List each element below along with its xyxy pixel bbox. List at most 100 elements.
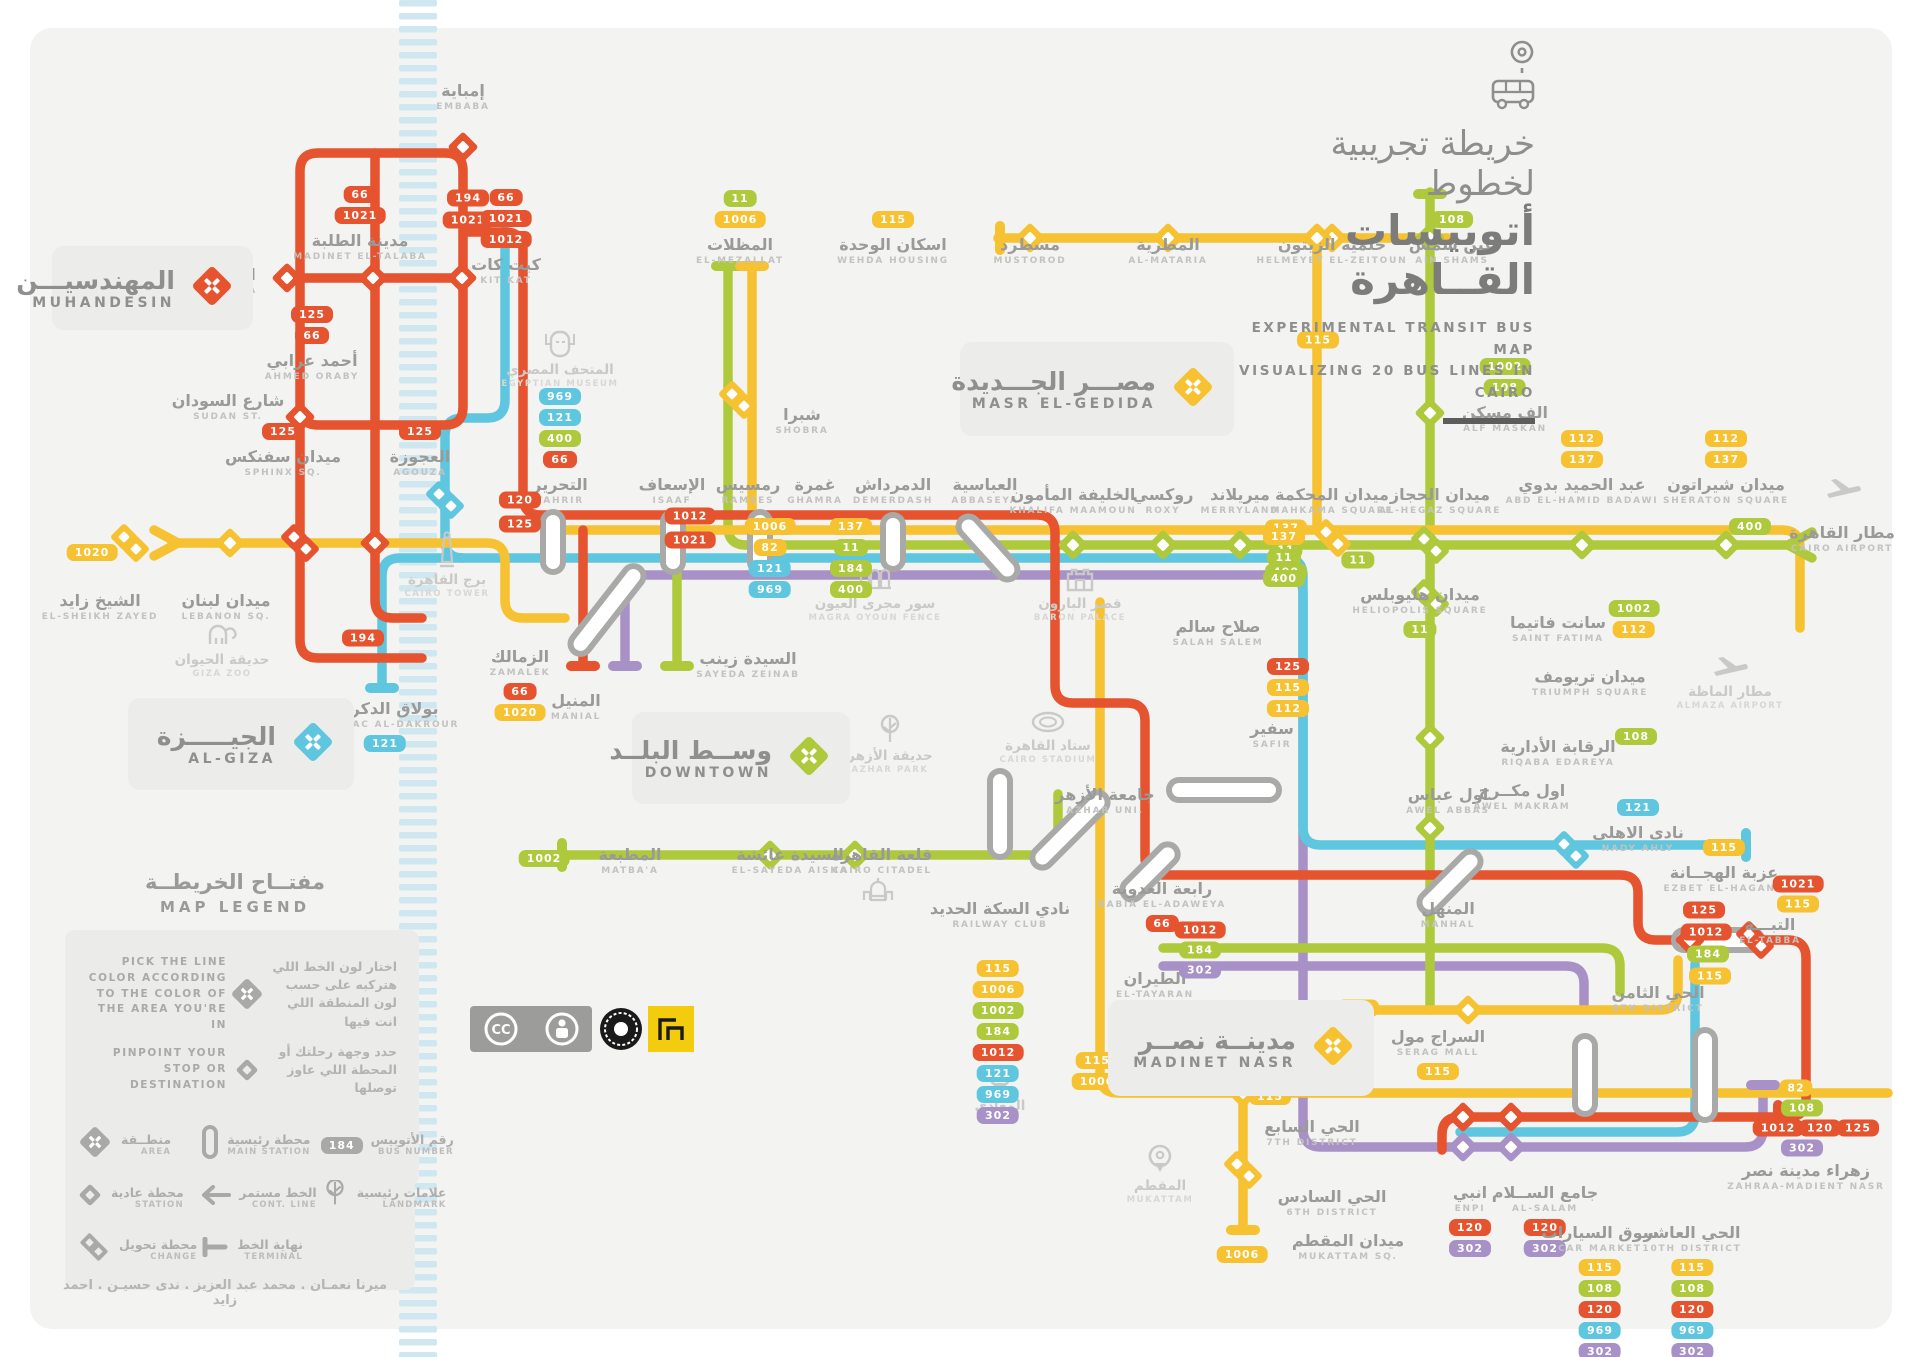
landmark-name-arabic: برج القاهرة [407, 572, 487, 588]
station-label: عين شمس AIN SHAMS [1409, 235, 1496, 266]
station-name-english: MANHAL [1420, 920, 1476, 931]
station-name-arabic: اول عباس [1407, 785, 1489, 804]
station-badges: 400 [1729, 518, 1771, 535]
main-station-capsule-12 [1572, 1033, 1598, 1117]
landmark-name-english: EGYPTIAN MUSEUM [501, 379, 619, 389]
legend-main-icon [201, 1124, 219, 1164]
route-badge-1012: 1012 [1174, 921, 1226, 939]
station-label: كيت كات KIT KAT [471, 255, 541, 286]
legend-instruction-arabic: حدد وجهة رحلتك أو المحطة اللي عاوز توصله… [278, 1043, 397, 1095]
station-name-arabic: جامع الســلام [1491, 1183, 1599, 1202]
route-badge-11: 11 [1341, 551, 1375, 569]
station-name-arabic: مطار القاهرة [1789, 523, 1895, 542]
area-name-english: MUHANDESIN [32, 294, 175, 311]
station-name-english: ALF MASKAN [1463, 424, 1547, 435]
route-badge-121: 121 [749, 560, 791, 577]
landmark-name-english: CAIRO STADIUM [999, 755, 1097, 765]
station-label: الرقابة الأدارية RIQABA EDAREYA [1500, 737, 1615, 768]
station-diamond [358, 263, 388, 293]
legend-tree-icon [321, 1178, 349, 1214]
station-name-arabic: رمسيس [715, 475, 781, 494]
title-english-line1: EXPERIMENTAL TRANSIT BUS MAP [1251, 320, 1535, 358]
station-label: أحمد عرابي AHMED ORABY [264, 351, 360, 383]
main-station-capsule-0 [540, 509, 566, 575]
landmark-name-arabic: مطار الماظة [1688, 684, 1772, 700]
station-label: العباسية ABBASEYA [951, 475, 1018, 506]
route-badge-108: 108 [1484, 379, 1526, 396]
station-label: زهراء مدينة نصر ZAHRAA-MADIENT NASR [1727, 1161, 1884, 1192]
terminal-marker [735, 261, 769, 271]
bus-line-purple-1 [1158, 961, 1589, 1013]
legend-badge-icon: 184 [320, 1134, 363, 1154]
station-name-english: AGOUZA [393, 468, 447, 479]
station-badges: 66 [1098, 915, 1226, 933]
station-name-arabic: سانت فاتيما [1509, 613, 1607, 632]
station-diamond [215, 528, 245, 558]
station-diamond [1448, 1102, 1478, 1132]
change-station [426, 481, 464, 519]
area-label-text: المهندسيـــن MUHANDESIN [16, 266, 175, 311]
bus-line-red-3 [295, 420, 427, 663]
legend-symbol-english: TERMINAL [244, 1251, 303, 1262]
station-name-arabic: سوق السيارات [1541, 1223, 1659, 1242]
station-label: مطار القاهرة CAIRO AIRPORT [1789, 523, 1895, 554]
main-station-capsule-13 [1692, 1027, 1718, 1123]
station-name-english: TRIUMPH SQUARE [1531, 688, 1649, 699]
title-underline [1443, 418, 1535, 425]
route-badge-1021: 1021 [664, 531, 716, 549]
station-badges: 108 [1431, 211, 1473, 228]
main-station-capsule-5 [567, 563, 647, 657]
station-label: الحي السابع 7TH DISTRICT [1264, 1117, 1360, 1148]
plane-icon [1827, 479, 1861, 498]
route-badge-1012: 1012 [1680, 923, 1732, 941]
station-label: رابعة العدوية RABIA EL-ADAWEYA 66 [1098, 879, 1226, 933]
route-badge-184: 184 [1179, 941, 1221, 959]
route-badge-400: 400 [1729, 518, 1771, 535]
area-name-arabic: وســط البلــد [609, 735, 772, 765]
legend-heading: مفتــاح الخريطــة MAP LEGEND [95, 870, 375, 916]
station-diamond [447, 263, 477, 293]
landmark-label: حديقة الحيوان GIZA ZOO [175, 652, 270, 679]
station-name-arabic: المطبعة [598, 845, 662, 864]
station-diamond [1058, 530, 1088, 560]
route-badge-125: 125 [499, 515, 541, 533]
station-badges: 66 1020 [490, 683, 551, 722]
station-label: ميدان سفنكس SPHINX SQ. [225, 447, 341, 478]
cairo-tower-icon [440, 531, 454, 568]
station-name-english: AL-SALAM [1512, 1204, 1578, 1215]
route-badge-120: 120 [1671, 1301, 1713, 1319]
station-name-english: EL-MEZALLAT [696, 256, 784, 267]
main-station-capsule-8 [1166, 777, 1282, 803]
station-label: الشيخ زايد EL-SHEIKH ZAYED [42, 591, 159, 622]
station-name-english: MATBA'A [601, 866, 659, 877]
station-name-english: AHMED ORABY [264, 372, 360, 383]
station-label: سانت فاتيما SAINT FATIMA [1509, 613, 1607, 644]
station-name-arabic: ميدان المحكمة [1275, 485, 1389, 504]
station-diamond [1567, 530, 1597, 560]
station-badges: 121 [311, 735, 460, 753]
legend-symbol-arabic: محطة عادية [111, 1184, 184, 1200]
route-badge-1021: 1021 [334, 207, 386, 224]
station-name-english: EZBET EL-HAGANA [1663, 884, 1785, 895]
station-name-arabic: عبد الحميد بدوي [1518, 475, 1646, 494]
station-badges: 66 1021 [334, 186, 386, 224]
station-name-english: AWEL MAKRAM [1473, 802, 1571, 813]
terminal-marker [1413, 189, 1447, 199]
station-name-arabic: إمباية [441, 81, 485, 100]
legend-terminal-icon [201, 1236, 229, 1261]
route-badge-125: 125 [399, 423, 441, 440]
station-diamond [840, 840, 870, 870]
change-station [1551, 831, 1589, 869]
legend-instruction-english: PINPOINT YOUR STOP OR DESTINATION [112, 1047, 227, 1091]
landmark-name-arabic: قصر البارون [1038, 596, 1122, 612]
station-name-arabic: الزمالك [490, 647, 550, 666]
station-label: الدمرداش DEMERDASH [853, 475, 933, 506]
station-badges: 1002 108 [1479, 358, 1531, 396]
cc-icon: CC [484, 1012, 517, 1046]
terminal-marker [365, 683, 399, 693]
landmark-name-english: GIZA ZOO [192, 669, 252, 679]
station-label: إمباية EMBABA [436, 81, 490, 112]
station-name-arabic: ميدان لبنان [181, 591, 271, 610]
route-badge-137: 137 [1263, 528, 1305, 545]
route-badge-302: 302 [1579, 1343, 1621, 1357]
